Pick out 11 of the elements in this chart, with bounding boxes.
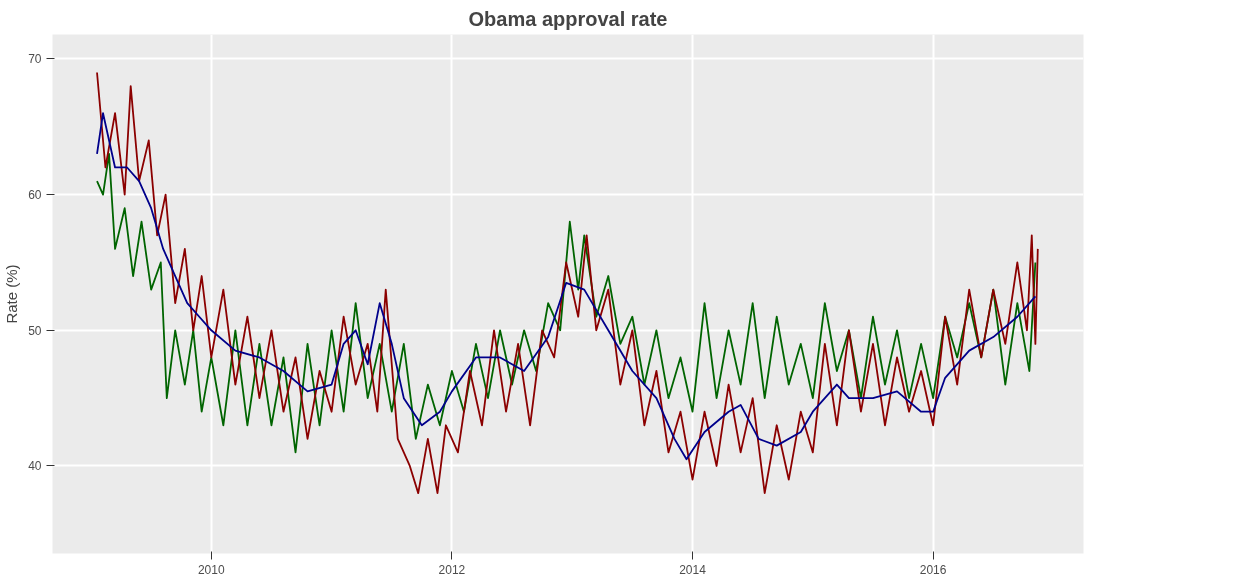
x-tick-label: 2014 — [679, 562, 707, 576]
chart-title: Obama approval rate — [468, 7, 668, 30]
y-tick-label: 60 — [28, 188, 42, 203]
y-axis-title: Rate (%) — [3, 264, 21, 324]
x-tick-label: 2012 — [438, 562, 466, 576]
line-series — [96, 71, 1039, 495]
y-tick-label: 50 — [28, 323, 42, 338]
x-tick-label: 2016 — [919, 562, 947, 576]
x-tick-label: 2010 — [197, 562, 225, 576]
y-tick-label: 40 — [28, 459, 42, 474]
y-tick-label: 70 — [28, 52, 42, 67]
